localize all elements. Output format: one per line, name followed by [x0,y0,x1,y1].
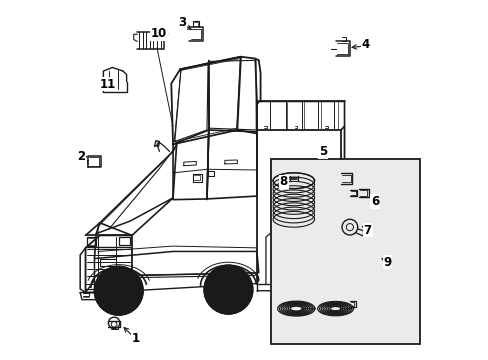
Text: 4: 4 [361,38,369,51]
Text: 8: 8 [279,175,287,188]
Text: 6: 6 [370,195,378,208]
Text: 9: 9 [383,256,391,269]
Text: 7: 7 [363,224,371,237]
Text: 1: 1 [131,333,140,346]
Text: 2: 2 [77,150,85,163]
Text: 11: 11 [100,78,116,91]
Circle shape [94,266,143,315]
Text: 3: 3 [178,16,185,29]
Bar [271,158,419,344]
Circle shape [203,265,252,314]
Text: 5: 5 [318,145,326,158]
Text: 10: 10 [150,27,166,40]
